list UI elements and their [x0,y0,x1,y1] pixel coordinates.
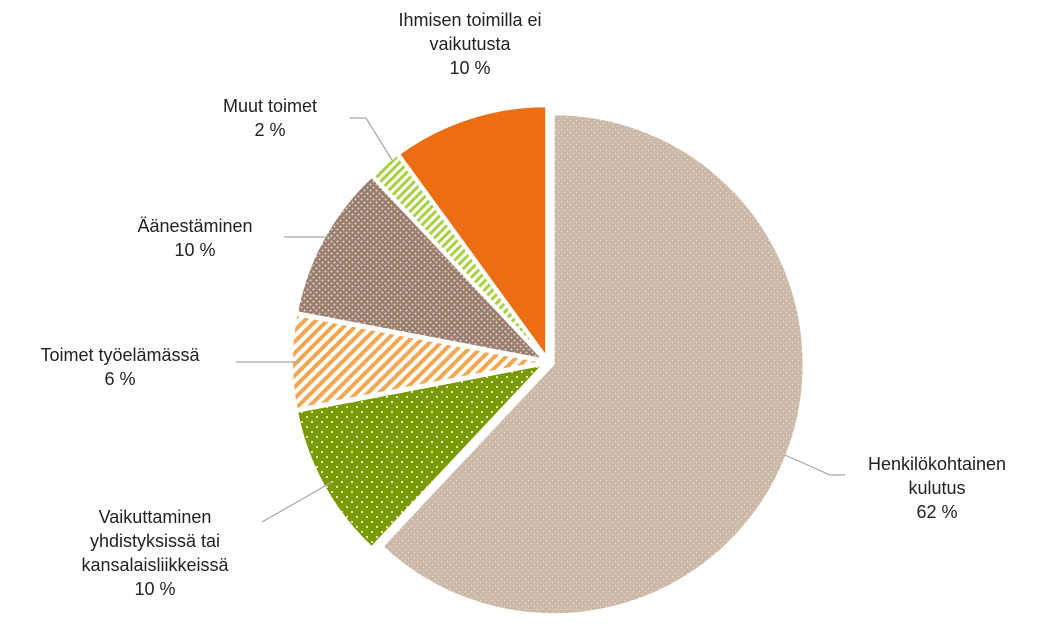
category-label: Muut toimet [222,96,318,116]
value-label: 10 % [134,579,176,599]
category-label: Henkilökohtainen kulutus [867,454,1007,498]
category-label: Äänestäminen [137,216,253,236]
value-label: 10 % [174,240,216,260]
category-label: Vaikuttaminen yhdistyksissä tai kansalai… [81,507,229,575]
leader-line [261,481,333,523]
value-label: 62 % [916,502,958,522]
slice-label: Henkilökohtainen kulutus 62 % [852,452,1022,524]
pie-slice [296,363,546,549]
pie-slice [397,105,548,360]
slice-label: Äänestäminen 10 % [95,214,295,262]
pie-slice [371,153,545,359]
value-label: 6 % [104,369,136,389]
pie-slice [381,113,805,616]
slice-label: Ihmisen toimilla ei vaikutusta 10 % [365,8,575,80]
slice-label: Muut toimet 2 % [180,94,360,142]
slice-label: Toimet työelämässä 6 % [0,343,240,391]
value-label: 2 % [254,120,286,140]
leader-line [350,117,393,161]
pie-slice [296,175,546,361]
category-label: Ihmisen toimilla ei vaikutusta [398,10,542,54]
value-label: 10 % [449,58,491,78]
category-label: Toimet työelämässä [40,345,200,365]
leader-line [784,454,845,476]
slice-label: Vaikuttaminen yhdistyksissä tai kansalai… [55,505,255,601]
